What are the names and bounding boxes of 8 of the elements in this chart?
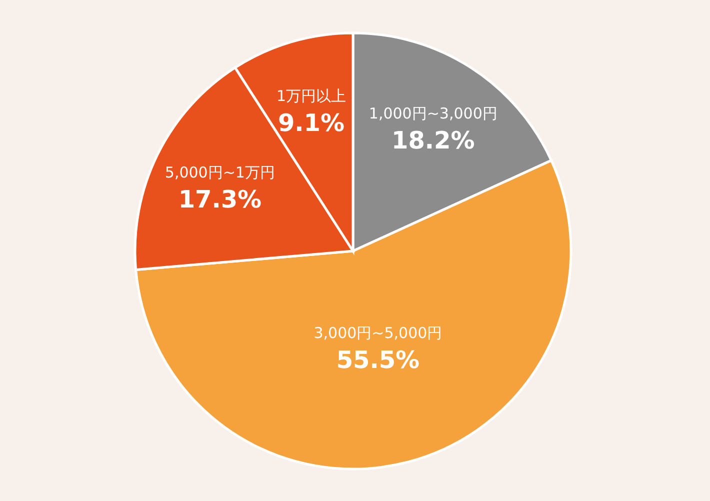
data-label: 55.5% [336,346,420,374]
slice-label: 1万円以上 [276,86,346,105]
data-label: 17.3% [178,186,262,214]
slice-label: 5,000円~1万円 [164,164,275,182]
slice-label: 3,000円~5,000円 [314,324,442,342]
slice-label: 1,000円~3,000円 [368,104,498,122]
data-label: 9.1% [278,108,345,137]
data-label: 18.2% [392,126,475,154]
